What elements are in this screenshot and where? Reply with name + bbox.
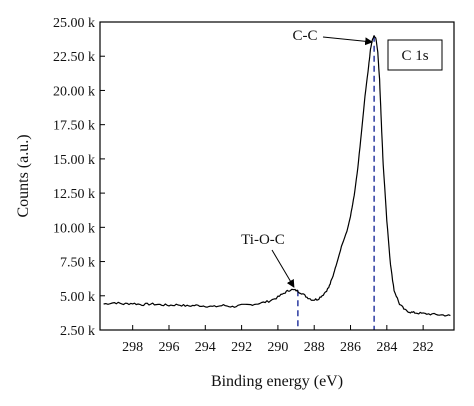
y-tick-label: 7.50 k <box>60 256 95 271</box>
annotation-label: C-C <box>292 28 317 44</box>
legend-label: C 1s <box>401 48 428 64</box>
annotation-label: Ti-O-C <box>241 232 285 248</box>
legend-box: C 1s <box>387 39 443 71</box>
x-tick-label: 288 <box>304 340 325 355</box>
x-axis-title: Binding energy (eV) <box>211 373 343 390</box>
x-tick-label: 286 <box>340 340 361 355</box>
legend-frame <box>387 39 443 71</box>
y-tick-label: 12.50 k <box>53 187 95 202</box>
y-tick-label: 20.00 k <box>53 84 95 99</box>
x-tick-label: 298 <box>122 340 143 355</box>
y-axis-title: Counts (a.u.) <box>15 134 32 217</box>
x-tick-label: 284 <box>376 340 397 355</box>
y-tick-label: 15.00 k <box>53 153 95 168</box>
x-axis-ticks: 298 296 294 292 290 288 286 284 282 <box>122 325 434 355</box>
reference-lines <box>297 35 375 330</box>
y-axis-ticks: 2.50 k 5.00 k 7.50 k 10.00 k 12.50 k 15.00 k 1… <box>53 16 105 339</box>
y-tick-label: 2.50 k <box>60 324 95 339</box>
y-tick-label: 5.00 k <box>60 290 95 305</box>
peak-annotations: C-C Ti-O-C <box>241 28 374 288</box>
x-tick-label: 290 <box>267 340 288 355</box>
y-tick-label: 10.00 k <box>53 221 95 236</box>
annotation-arrow <box>271 249 295 288</box>
y-tick-label: 22.50 k <box>53 50 95 65</box>
spectrum-line <box>103 35 451 317</box>
x-tick-label: 296 <box>158 340 179 355</box>
x-tick-label: 292 <box>231 340 252 355</box>
y-tick-label: 25.00 k <box>53 16 95 31</box>
annotation-arrow <box>322 36 374 46</box>
x-tick-label: 282 <box>413 340 434 355</box>
plot-frame <box>99 21 455 331</box>
y-tick-label: 17.50 k <box>53 119 95 134</box>
x-tick-label: 294 <box>195 340 216 355</box>
